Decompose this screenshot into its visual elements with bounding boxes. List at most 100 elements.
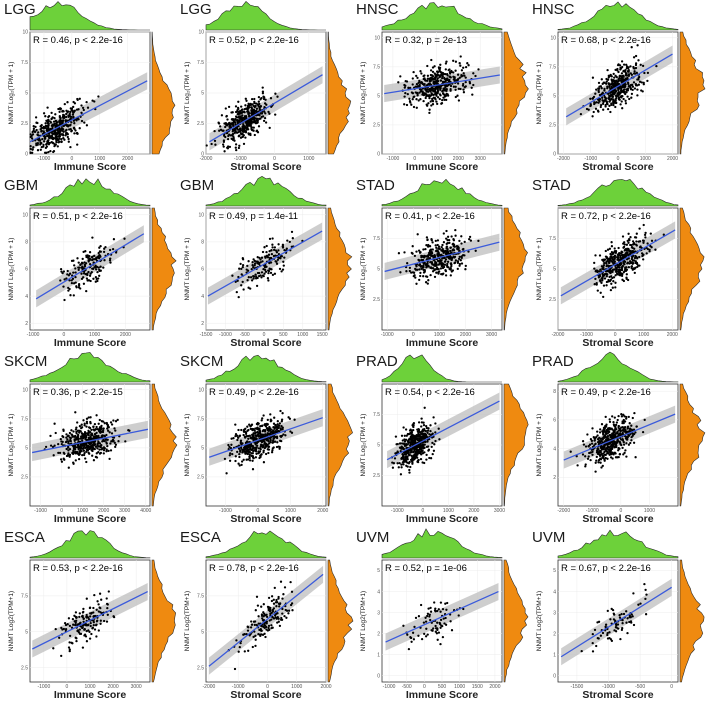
data-point xyxy=(411,245,414,248)
data-point xyxy=(424,281,428,284)
data-point xyxy=(600,466,603,469)
data-point xyxy=(68,272,72,275)
data-point xyxy=(460,242,463,245)
data-point xyxy=(404,428,408,431)
data-point xyxy=(233,121,237,124)
data-point xyxy=(263,632,266,635)
data-point xyxy=(446,77,449,80)
data-point xyxy=(65,112,68,116)
data-point xyxy=(248,459,252,462)
data-point xyxy=(599,449,602,453)
data-point xyxy=(75,616,78,619)
data-point xyxy=(251,468,255,471)
data-point xyxy=(430,239,433,242)
data-point xyxy=(628,427,632,430)
data-point xyxy=(96,619,99,622)
data-point xyxy=(76,421,79,424)
data-point xyxy=(438,97,441,101)
data-point xyxy=(108,248,112,252)
data-point xyxy=(247,121,250,125)
correlation-annotation: R = 0.52, p < 2.2e-16 xyxy=(209,35,299,46)
x-tick-label: 2000 xyxy=(108,684,119,690)
data-point xyxy=(103,259,106,262)
data-point xyxy=(600,87,603,90)
data-point xyxy=(261,417,264,420)
data-point xyxy=(265,250,268,254)
data-point xyxy=(58,636,61,639)
data-point xyxy=(437,267,440,271)
data-point xyxy=(63,458,66,461)
data-point xyxy=(410,271,413,274)
data-point xyxy=(48,134,51,137)
data-point xyxy=(452,59,455,62)
data-point xyxy=(240,443,243,446)
data-point xyxy=(462,88,465,91)
x-axis-label: Immune Score xyxy=(54,513,127,525)
data-point xyxy=(256,604,260,607)
data-point xyxy=(268,628,271,631)
data-point xyxy=(606,445,610,448)
data-point xyxy=(128,429,131,432)
data-point xyxy=(629,236,632,239)
data-point xyxy=(224,107,227,110)
data-point xyxy=(594,277,597,281)
data-point xyxy=(409,451,412,454)
data-point xyxy=(253,264,256,267)
data-point xyxy=(85,640,89,643)
data-point xyxy=(75,131,79,135)
data-point xyxy=(58,130,62,133)
data-point xyxy=(240,428,243,432)
correlation-annotation: R = 0.41, p < 2.2e-16 xyxy=(385,211,475,222)
data-point xyxy=(98,274,101,277)
data-point xyxy=(257,622,260,625)
data-point xyxy=(426,255,430,259)
data-point xyxy=(55,131,58,135)
data-point xyxy=(83,263,87,267)
data-point xyxy=(97,251,100,255)
data-point xyxy=(275,598,278,602)
data-point xyxy=(262,97,266,101)
data-point xyxy=(233,128,236,132)
data-point xyxy=(610,245,614,248)
x-tick-label: 0 xyxy=(412,332,415,338)
data-point xyxy=(589,102,592,106)
data-point xyxy=(88,251,92,254)
data-point xyxy=(234,423,237,426)
data-point xyxy=(87,270,90,274)
data-point xyxy=(84,441,88,445)
data-point xyxy=(428,111,431,115)
x-axis-label: Immune Score xyxy=(406,513,479,525)
data-point xyxy=(432,87,436,91)
y-tick-label: 0 xyxy=(25,152,28,158)
data-point xyxy=(422,423,426,427)
data-point xyxy=(65,115,68,119)
data-point xyxy=(78,628,81,631)
data-point xyxy=(438,66,442,70)
data-point xyxy=(428,80,432,83)
data-point xyxy=(86,449,90,452)
data-point xyxy=(290,590,294,593)
data-point xyxy=(256,260,259,263)
data-point xyxy=(45,145,49,148)
data-point xyxy=(618,452,622,456)
data-point xyxy=(82,435,85,438)
data-point xyxy=(435,94,438,97)
data-point xyxy=(618,75,621,78)
data-point xyxy=(287,416,290,419)
data-point xyxy=(613,254,617,257)
data-point xyxy=(260,453,263,456)
data-point xyxy=(246,105,250,108)
data-point xyxy=(253,429,256,432)
data-point xyxy=(614,440,617,444)
data-point xyxy=(436,87,439,91)
data-point xyxy=(241,108,244,111)
data-point xyxy=(434,239,437,243)
data-point xyxy=(600,423,604,426)
data-point xyxy=(96,442,100,445)
data-point xyxy=(257,95,261,99)
data-point xyxy=(415,83,419,86)
x-tick-label: 2000 xyxy=(460,332,471,338)
data-point xyxy=(49,120,52,123)
data-point xyxy=(241,114,244,117)
